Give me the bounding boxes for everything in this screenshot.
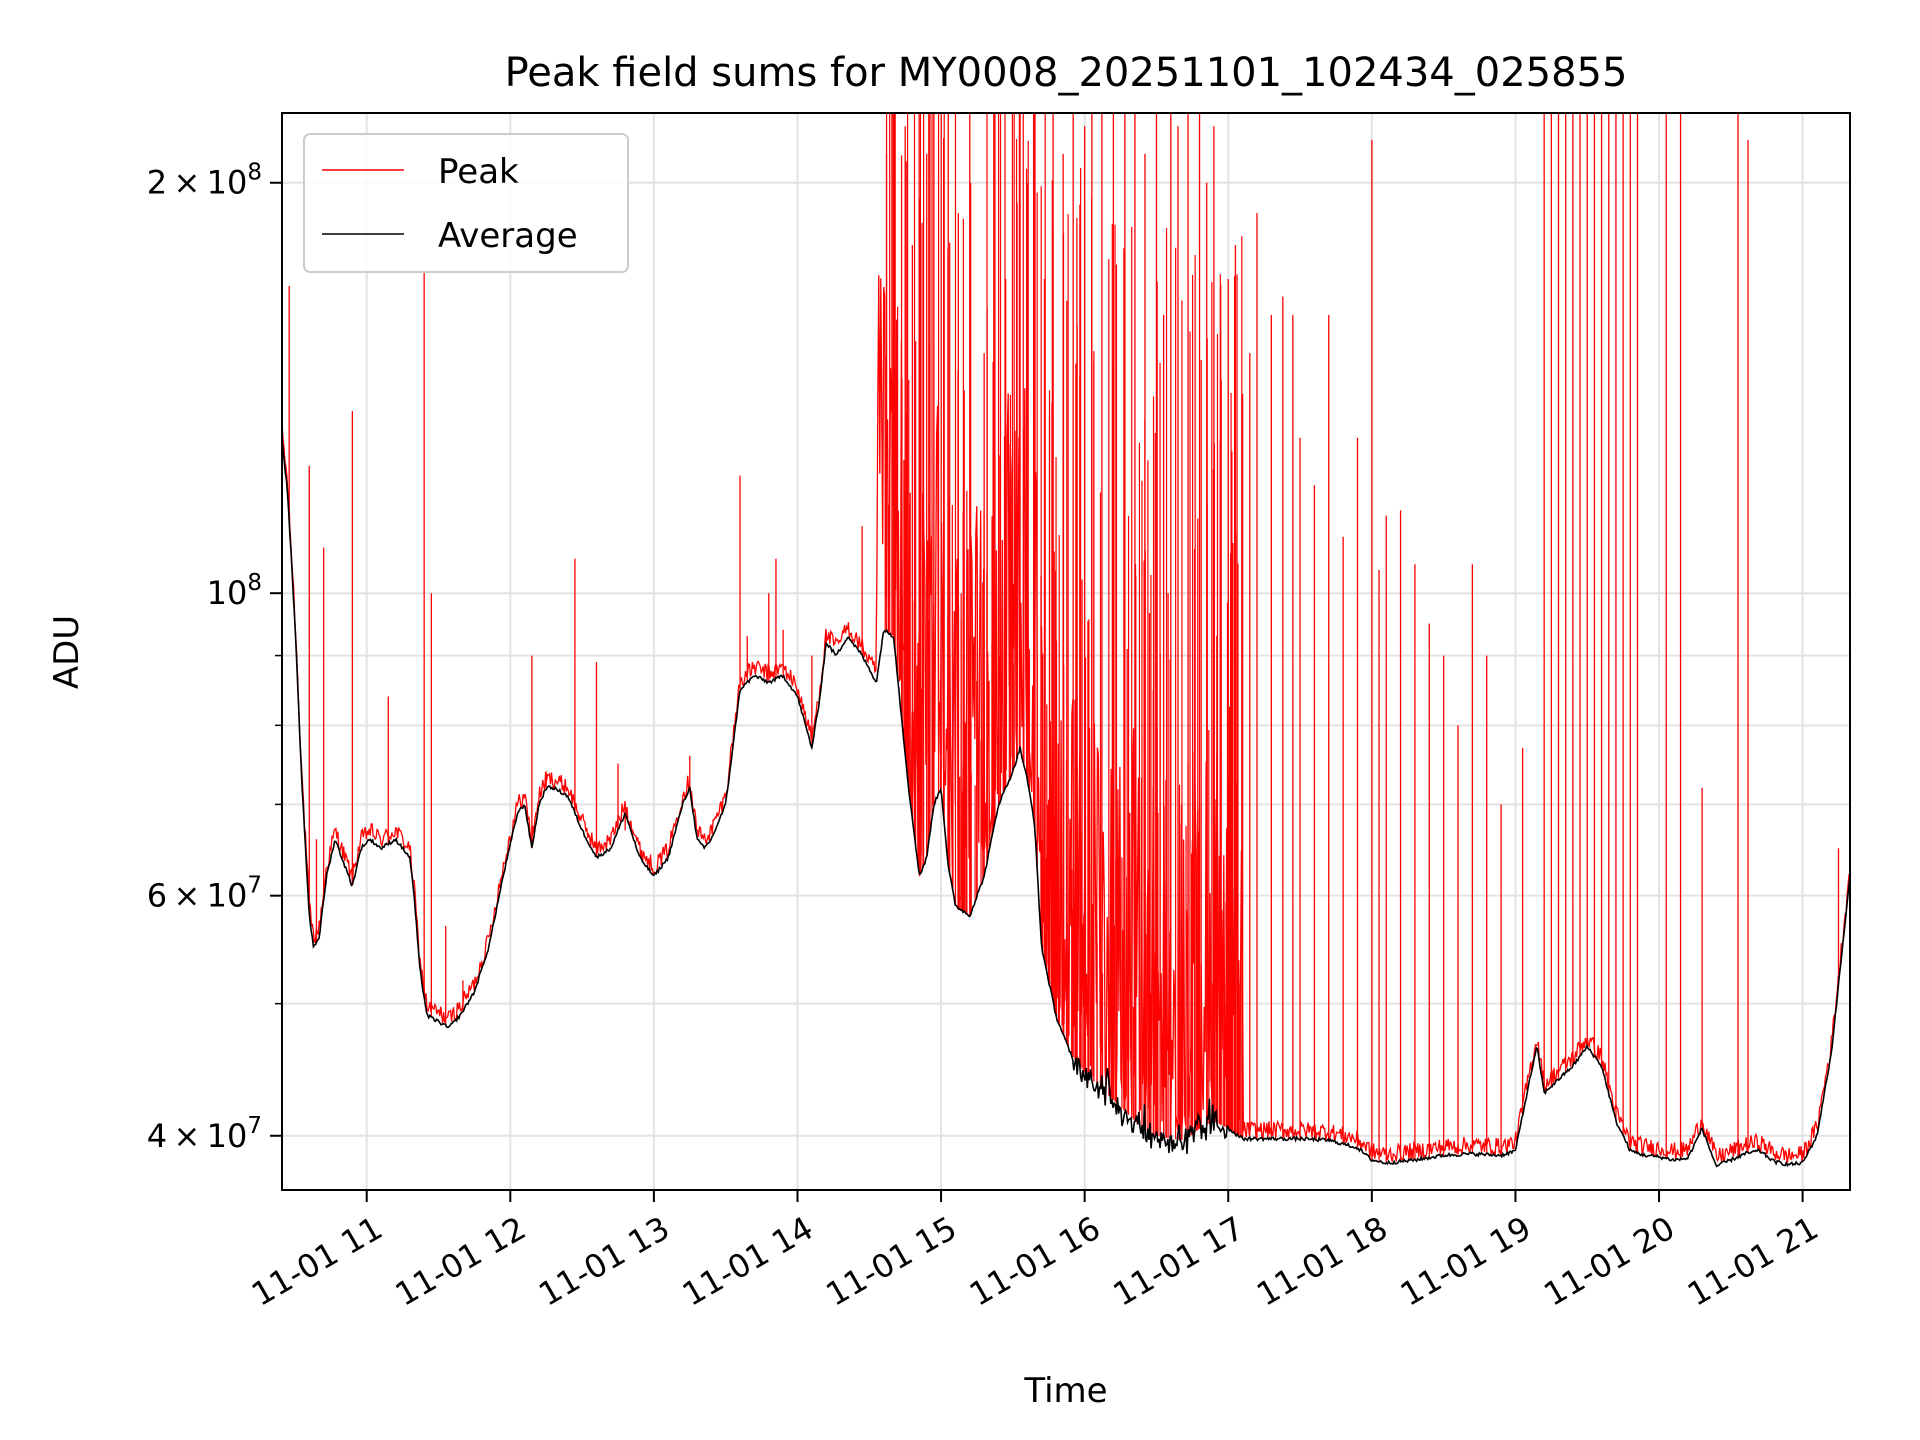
plot-frame <box>281 112 1851 1191</box>
y-tick-label: 2 × 108 <box>147 160 262 202</box>
legend-peak-label: Peak <box>438 152 519 192</box>
y-tick-label: 108 <box>207 570 262 612</box>
series-area <box>282 113 1850 1168</box>
x-axis-label: Time <box>1023 1371 1107 1411</box>
legend-average-label: Average <box>438 216 578 256</box>
legend-box <box>303 133 629 273</box>
peak-series <box>282 113 1850 1164</box>
average-series <box>282 438 1850 1168</box>
average-line <box>282 438 1850 1168</box>
y-axis-label: ADU <box>47 615 87 689</box>
chart-title: Peak field sums for MY0008_20251101_1024… <box>505 50 1628 96</box>
y-tick-label: 4 × 107 <box>147 1113 262 1155</box>
legend: Peak Average <box>303 133 629 273</box>
y-tick-label: 6 × 107 <box>147 873 262 915</box>
